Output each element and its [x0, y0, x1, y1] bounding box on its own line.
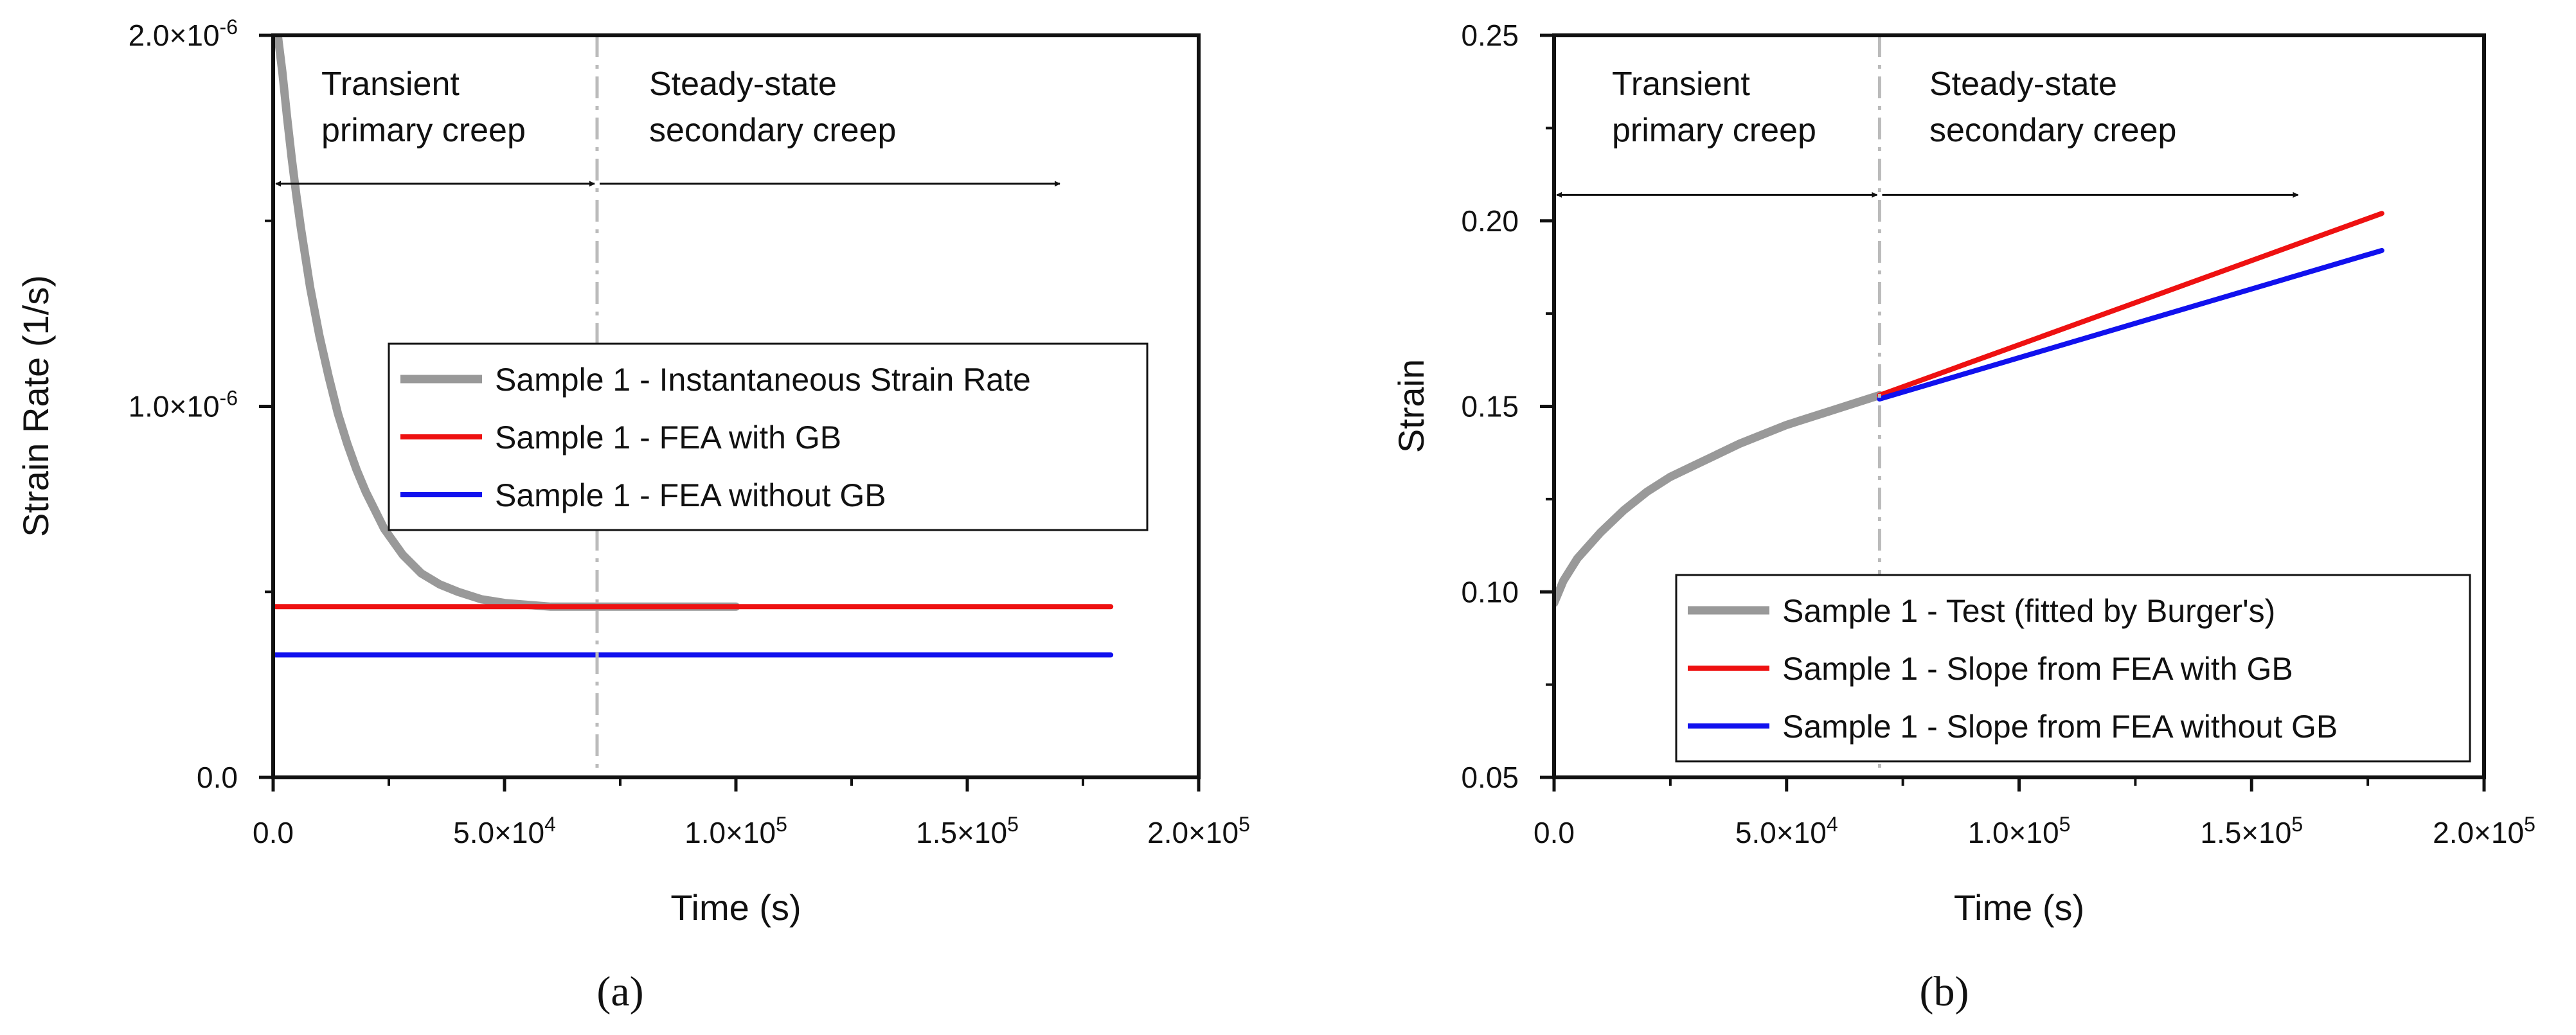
y-tick-label-mantissa: 0.05 [1461, 761, 1519, 794]
legend-box [1675, 574, 2471, 763]
annotation-secondary-creep: secondary creep [649, 112, 896, 149]
x-axis-label: Time (s) [670, 887, 801, 928]
x-tick-label-mantissa: 1.0×10 [1968, 816, 2059, 849]
x-tick-label-mantissa: 0.0 [1534, 816, 1575, 849]
y-tick-label-mantissa: 0.25 [1461, 19, 1519, 52]
legend-label: Sample 1 - FEA with GB [495, 420, 841, 456]
y-axis-label: Strain [1391, 359, 1431, 453]
legend-label: Sample 1 - Test (fitted by Burger's) [1782, 593, 2275, 629]
x-tick-label: 1.0×105 [684, 813, 787, 849]
y-axis-label: Strain Rate (1/s) [15, 275, 56, 537]
y-tick-label: 0.25 [1461, 19, 1519, 52]
x-tick-label-mantissa: 0.0 [253, 816, 294, 849]
annotation-transient: Transient [321, 66, 460, 103]
x-tick-label-mantissa: 2.0×10 [2433, 816, 2524, 849]
y-tick-label-mantissa: 2.0×10 [129, 19, 220, 52]
annotation-secondary-creep: secondary creep [1929, 112, 2176, 149]
y-tick-label-mantissa: 0.0 [197, 761, 238, 794]
x-tick-label: 1.5×105 [2200, 813, 2303, 849]
x-tick-label: 5.0×104 [453, 813, 556, 849]
y-tick-label: 0.15 [1461, 390, 1519, 423]
x-tick-label: 0.0 [253, 816, 294, 849]
y-tick-label: 1.0×10-6 [129, 387, 238, 423]
y-tick-label: 0.05 [1461, 761, 1519, 794]
y-tick-label-mantissa: 0.15 [1461, 390, 1519, 423]
x-tick-label-exponent: 4 [1827, 813, 1838, 836]
phase-annotations: Transient primary creep Steady-state second… [1556, 66, 2299, 198]
y-tick-label-exponent: -6 [220, 387, 238, 410]
y-tick-label: 0.0 [197, 761, 238, 794]
x-tick-label-exponent: 5 [1007, 813, 1019, 836]
x-tick-label-exponent: 5 [2524, 813, 2536, 836]
y-tick-label-mantissa: 0.20 [1461, 204, 1519, 238]
legend-label: Sample 1 - Slope from FEA without GB [1782, 709, 2338, 745]
legend: Sample 1 - Instantaneous Strain Rate Samp… [388, 342, 1149, 531]
y-tick-label-mantissa: 1.0×10 [129, 390, 220, 423]
y-tick-label: 0.10 [1461, 575, 1519, 608]
x-tick-label-mantissa: 5.0×10 [453, 816, 544, 849]
annotation-steady-state: Steady-state [649, 66, 837, 103]
annotation-steady-state: Steady-state [1929, 66, 2117, 103]
panel-label: (a) [596, 968, 643, 1015]
annotation-primary-creep: primary creep [321, 112, 526, 149]
series-group [1554, 211, 2384, 608]
series-line-3 [1877, 247, 2384, 402]
x-tick-label: 1.5×105 [916, 813, 1019, 849]
x-tick-label-mantissa: 1.5×10 [2200, 816, 2291, 849]
annotation-primary-creep: primary creep [1612, 112, 1816, 149]
x-tick-label-exponent: 5 [2291, 813, 2303, 836]
x-tick-label-mantissa: 1.5×10 [916, 816, 1007, 849]
x-tick-label: 2.0×105 [2433, 813, 2536, 849]
x-tick-label: 0.0 [1534, 816, 1575, 849]
chart-panel-b: 0.0 5.0×104 1.0×105 1.5×105 2.0×1050.050.100… [1391, 19, 2536, 1015]
x-tick-label-mantissa: 2.0×10 [1147, 816, 1239, 849]
x-tick-label-exponent: 4 [544, 813, 556, 836]
x-axis-label: Time (s) [1954, 887, 2084, 928]
panel-label: (b) [1920, 968, 1969, 1015]
x-tick-label-mantissa: 1.0×10 [684, 816, 776, 849]
legend-label: Sample 1 - Slope from FEA with GB [1782, 651, 2293, 687]
legend-label: Sample 1 - Instantaneous Strain Rate [495, 362, 1031, 398]
legend: Sample 1 - Test (fitted by Burger's) Samp… [1675, 574, 2471, 763]
x-tick-label: 2.0×105 [1147, 813, 1250, 849]
x-tick-label-mantissa: 5.0×10 [1735, 816, 1827, 849]
y-tick-label-exponent: -6 [220, 15, 238, 39]
x-tick-label: 1.0×105 [1968, 813, 2071, 849]
legend-label: Sample 1 - FEA without GB [495, 477, 886, 513]
phase-annotations: Transient primary creep Steady-state second… [275, 66, 1060, 187]
x-tick-label-exponent: 5 [776, 813, 787, 836]
y-tick-label: 2.0×10-6 [129, 15, 238, 52]
y-tick-label: 0.20 [1461, 204, 1519, 238]
chart-panel-a: 0.0 5.0×104 1.0×105 1.5×105 2.0×1050.01.0×10… [15, 15, 1250, 1015]
x-tick-label-exponent: 5 [1239, 813, 1250, 836]
annotation-transient: Transient [1612, 66, 1750, 103]
y-tick-label-mantissa: 0.10 [1461, 575, 1519, 608]
x-tick-label: 5.0×104 [1735, 813, 1838, 849]
series-line-2 [1877, 211, 2384, 398]
x-tick-label-exponent: 5 [2059, 813, 2071, 836]
series-line-1 [1554, 391, 1884, 608]
series-group [273, 35, 1114, 658]
legend-box [388, 342, 1149, 531]
